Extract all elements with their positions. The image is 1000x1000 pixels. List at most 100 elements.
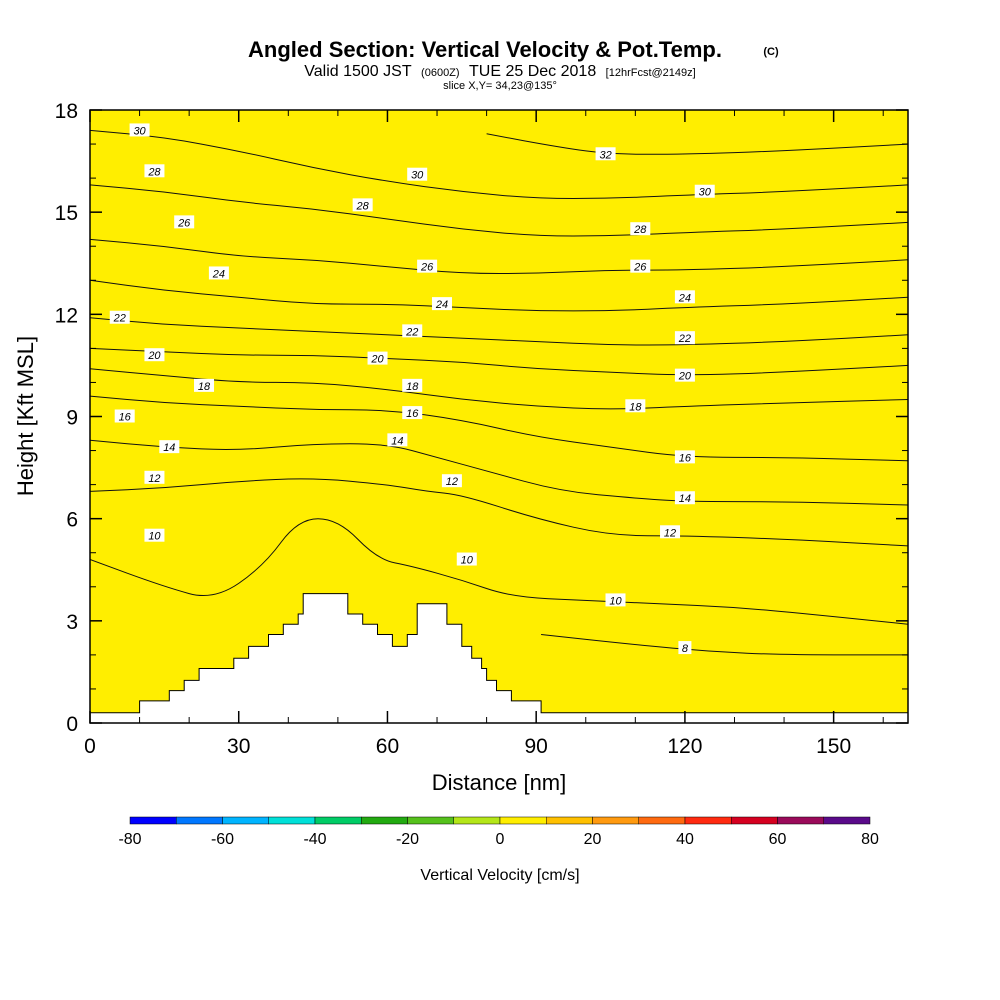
theta-line-24: [90, 279, 908, 312]
contour-label-bg: [402, 406, 423, 420]
velocity-cell: [90, 110, 908, 723]
contour-label: 8: [682, 643, 689, 655]
contour-label: 30: [699, 187, 712, 199]
colorbar-tick-label: -40: [303, 831, 326, 848]
terrain: [90, 593, 908, 723]
contour-label: 10: [461, 555, 474, 567]
theta-line-16: [90, 395, 908, 462]
x-tick-label: 60: [376, 735, 399, 758]
colorbar-swatch: [777, 816, 824, 825]
contour-label-bg: [208, 266, 229, 280]
theta-line-22: [90, 317, 908, 346]
contour-label: 28: [356, 200, 370, 212]
contour-label: 30: [411, 170, 424, 182]
terrain-mask: [90, 593, 908, 723]
x-tick-label: 150: [816, 735, 851, 758]
contour-label: 26: [633, 262, 647, 274]
y-axis-title: Height [Kft MSL]: [13, 336, 38, 496]
colorbar-swatch: [592, 816, 639, 825]
y-tick-label: 3: [66, 611, 78, 634]
contour-label: 24: [212, 268, 225, 280]
contour-label-bg: [674, 331, 695, 345]
contour-label: 14: [679, 493, 691, 505]
contour-label: 16: [406, 408, 419, 420]
valid-time: Valid 1500 JST (0600Z) TUE 25 Dec 2018 […: [304, 63, 695, 80]
contour-label-bg: [417, 259, 438, 273]
colorbar-tick-label: -20: [396, 831, 419, 848]
contour-label: 20: [147, 350, 161, 362]
y-tick-label: 12: [55, 304, 78, 327]
theta-line-30: [90, 129, 908, 200]
colorbar-tick-label: 40: [676, 831, 694, 848]
contour-label: 12: [664, 527, 676, 539]
contour-labels: 30 28 26 24 22 20 18 16 14 12 10 28 30 26 24 22 20 18 16 14…: [109, 123, 715, 655]
contour-label-bg: [109, 310, 130, 324]
contour-label-bg: [625, 399, 646, 413]
colorbar-swatch: [638, 816, 686, 825]
contour-label-bg: [144, 164, 165, 178]
contour-label: 20: [370, 354, 384, 366]
contour-label-bg: [660, 525, 681, 539]
colorbar-title: Vertical Velocity [cm/s]: [420, 867, 579, 884]
velocity-field: [90, 110, 908, 723]
contour-label: 18: [629, 401, 642, 413]
contour-label: 16: [119, 412, 132, 424]
contour-label: 20: [678, 371, 692, 383]
contour-label: 22: [113, 313, 126, 325]
colorbar-swatch: [361, 816, 408, 825]
contour-label-bg: [630, 222, 651, 236]
slice-info: slice X,Y= 34,23@135°: [443, 80, 557, 92]
colorbar: -80 -60 -40 -20 0 20 40 60 80: [118, 816, 879, 848]
valid-utc: (0600Z): [421, 67, 460, 79]
colorbar-swatch: [176, 816, 223, 825]
contour-label-bg: [407, 167, 428, 181]
colorbar-swatch: [731, 816, 778, 825]
colorbar-tick-label: -60: [211, 831, 234, 848]
contour-label: 12: [148, 473, 160, 485]
colorbar-swatch: [129, 816, 177, 825]
valid-prefix: Valid 1500 JST: [304, 63, 412, 80]
contour-label: 16: [679, 452, 692, 464]
y-tick-label: 6: [66, 509, 78, 532]
x-tick-label: 0: [84, 735, 96, 758]
colorbar-swatch: [684, 816, 732, 825]
contour-label: 18: [406, 381, 419, 393]
colorbar-swatch: [823, 816, 871, 825]
contour-label-bg: [129, 123, 150, 137]
contour-label-bg: [114, 409, 135, 423]
contour-label-bg: [174, 215, 195, 229]
x-tick-label: 30: [227, 735, 250, 758]
contour-label-bg: [441, 474, 462, 488]
y-tick-label: 18: [55, 100, 78, 123]
colorbar-swatch: [407, 816, 454, 825]
colorbar-swatch: [268, 816, 316, 825]
contour-label: 30: [133, 125, 146, 137]
colorbar-swatch: [499, 816, 547, 825]
contour-label: 14: [391, 435, 403, 447]
contour-label: 28: [633, 224, 647, 236]
contour-label-bg: [630, 259, 651, 273]
theta-line-28: [90, 184, 908, 237]
theta-line-10: [90, 518, 908, 625]
theta-line-26: [90, 238, 908, 275]
contour-label-bg: [674, 290, 695, 304]
contour-label-bg: [194, 378, 215, 392]
contour-label-bg: [144, 348, 165, 362]
contour-label-bg: [674, 491, 695, 505]
colorbar-swatch: [222, 816, 269, 825]
theta-line-20: [90, 347, 908, 376]
contour-label-bg: [456, 552, 477, 566]
y-tick-label: 9: [66, 407, 78, 430]
colorbar-tick-label: 20: [584, 831, 602, 848]
contour-label: 24: [678, 292, 691, 304]
theta-line-32: [486, 133, 908, 155]
contour-label: 18: [198, 381, 211, 393]
x-tick-label: 120: [667, 735, 702, 758]
plot-area: 30 28 26 24 22 20 18 16 14 12 10 28 30 26 24 22 20 18 16 14…: [90, 110, 908, 723]
contour-label: 10: [148, 531, 161, 543]
contour-label-bg: [402, 324, 423, 338]
contour-label-bg: [678, 641, 692, 655]
contour-label-bg: [674, 450, 695, 464]
colorbar-swatch: [453, 816, 501, 825]
